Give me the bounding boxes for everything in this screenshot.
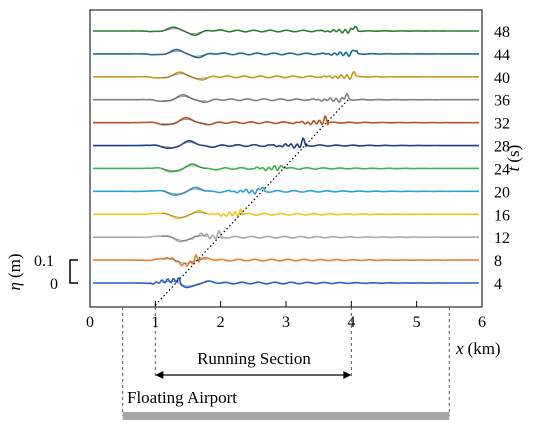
y-axis-unit: (m) xyxy=(5,254,24,279)
x-tick-label-4: 4 xyxy=(347,314,355,331)
scale-bar-label-top: 0.1 xyxy=(34,253,54,270)
time-label-44: 44 xyxy=(494,47,510,64)
running-section-arrowhead-left xyxy=(155,371,164,379)
reference-series-t12 xyxy=(161,235,207,241)
time-label-8: 8 xyxy=(494,253,502,270)
wave-series-t40 xyxy=(93,70,479,81)
x-tick-label-6: 6 xyxy=(478,314,486,331)
reference-series-t32 xyxy=(161,119,207,125)
wave-series-t36 xyxy=(93,92,479,104)
wave-series-t20 xyxy=(93,186,479,196)
running-section-annotation: Running Section xyxy=(155,349,352,379)
reference-series-t40 xyxy=(161,73,207,79)
wave-series-t8 xyxy=(93,253,479,268)
y-axis-var: η xyxy=(5,282,24,290)
x-axis: 0 1 2 3 4 5 6 xyxy=(86,301,486,331)
reference-series-t24 xyxy=(161,165,207,172)
reference-series-t20 xyxy=(161,188,207,195)
time-label-28: 28 xyxy=(494,139,510,156)
time-label-24: 24 xyxy=(494,161,510,178)
wave-series-t12 xyxy=(93,229,479,243)
floating-airport-annotation: Floating Airport xyxy=(122,388,450,420)
time-label-32: 32 xyxy=(494,116,510,133)
time-label-20: 20 xyxy=(494,184,510,201)
reference-series-t16 xyxy=(161,212,207,218)
time-label-4: 4 xyxy=(494,276,502,293)
x-tick-label-3: 3 xyxy=(282,314,290,331)
x-axis-var: x xyxy=(455,339,464,358)
reference-series-t44 xyxy=(161,50,207,57)
y-axis-label: η (m) xyxy=(5,254,24,291)
time-label-40: 40 xyxy=(494,70,510,87)
time-label-36: 36 xyxy=(494,93,510,110)
x-tick-label-1: 1 xyxy=(151,314,159,331)
wave-series-t16 xyxy=(93,207,479,220)
x-axis-label: x (km) xyxy=(455,339,501,358)
wave-series-t4 xyxy=(93,276,479,289)
x-tick-label-5: 5 xyxy=(413,314,421,331)
floating-airport-bar xyxy=(122,412,450,420)
right-axis-var: t xyxy=(504,165,523,171)
reference-series-t8 xyxy=(161,258,207,264)
time-label-48: 48 xyxy=(494,24,510,41)
reference-series-t36 xyxy=(161,96,207,102)
reference-series-t4 xyxy=(161,280,207,287)
wave-series-t28 xyxy=(93,136,479,150)
running-section-arrowhead-right xyxy=(343,371,352,379)
trajectory-line xyxy=(154,99,349,306)
amplitude-scale-bar xyxy=(69,259,78,284)
time-label-16: 16 xyxy=(494,207,510,224)
floating-airport-label: Floating Airport xyxy=(127,388,237,407)
reference-series-t28 xyxy=(161,142,207,148)
x-tick-label-0: 0 xyxy=(86,314,94,331)
wave-series-group xyxy=(93,25,479,289)
x-axis-unit: (km) xyxy=(468,339,501,358)
right-axis-label: t (s) xyxy=(504,145,523,172)
wave-series-t24 xyxy=(93,163,479,173)
reference-series-t48 xyxy=(161,28,207,34)
wave-front-trajectory xyxy=(154,99,349,306)
airport-boundary-lines xyxy=(122,307,450,416)
time-label-12: 12 xyxy=(494,230,510,247)
x-tick-label-2: 2 xyxy=(217,314,225,331)
scale-bar-label-bottom: 0 xyxy=(50,276,58,293)
wave-series-t48 xyxy=(93,25,479,36)
wave-series-t32 xyxy=(93,114,479,127)
wave-series-t44 xyxy=(93,48,479,59)
right-axis-unit: (s) xyxy=(504,145,523,163)
running-section-label: Running Section xyxy=(197,349,311,368)
